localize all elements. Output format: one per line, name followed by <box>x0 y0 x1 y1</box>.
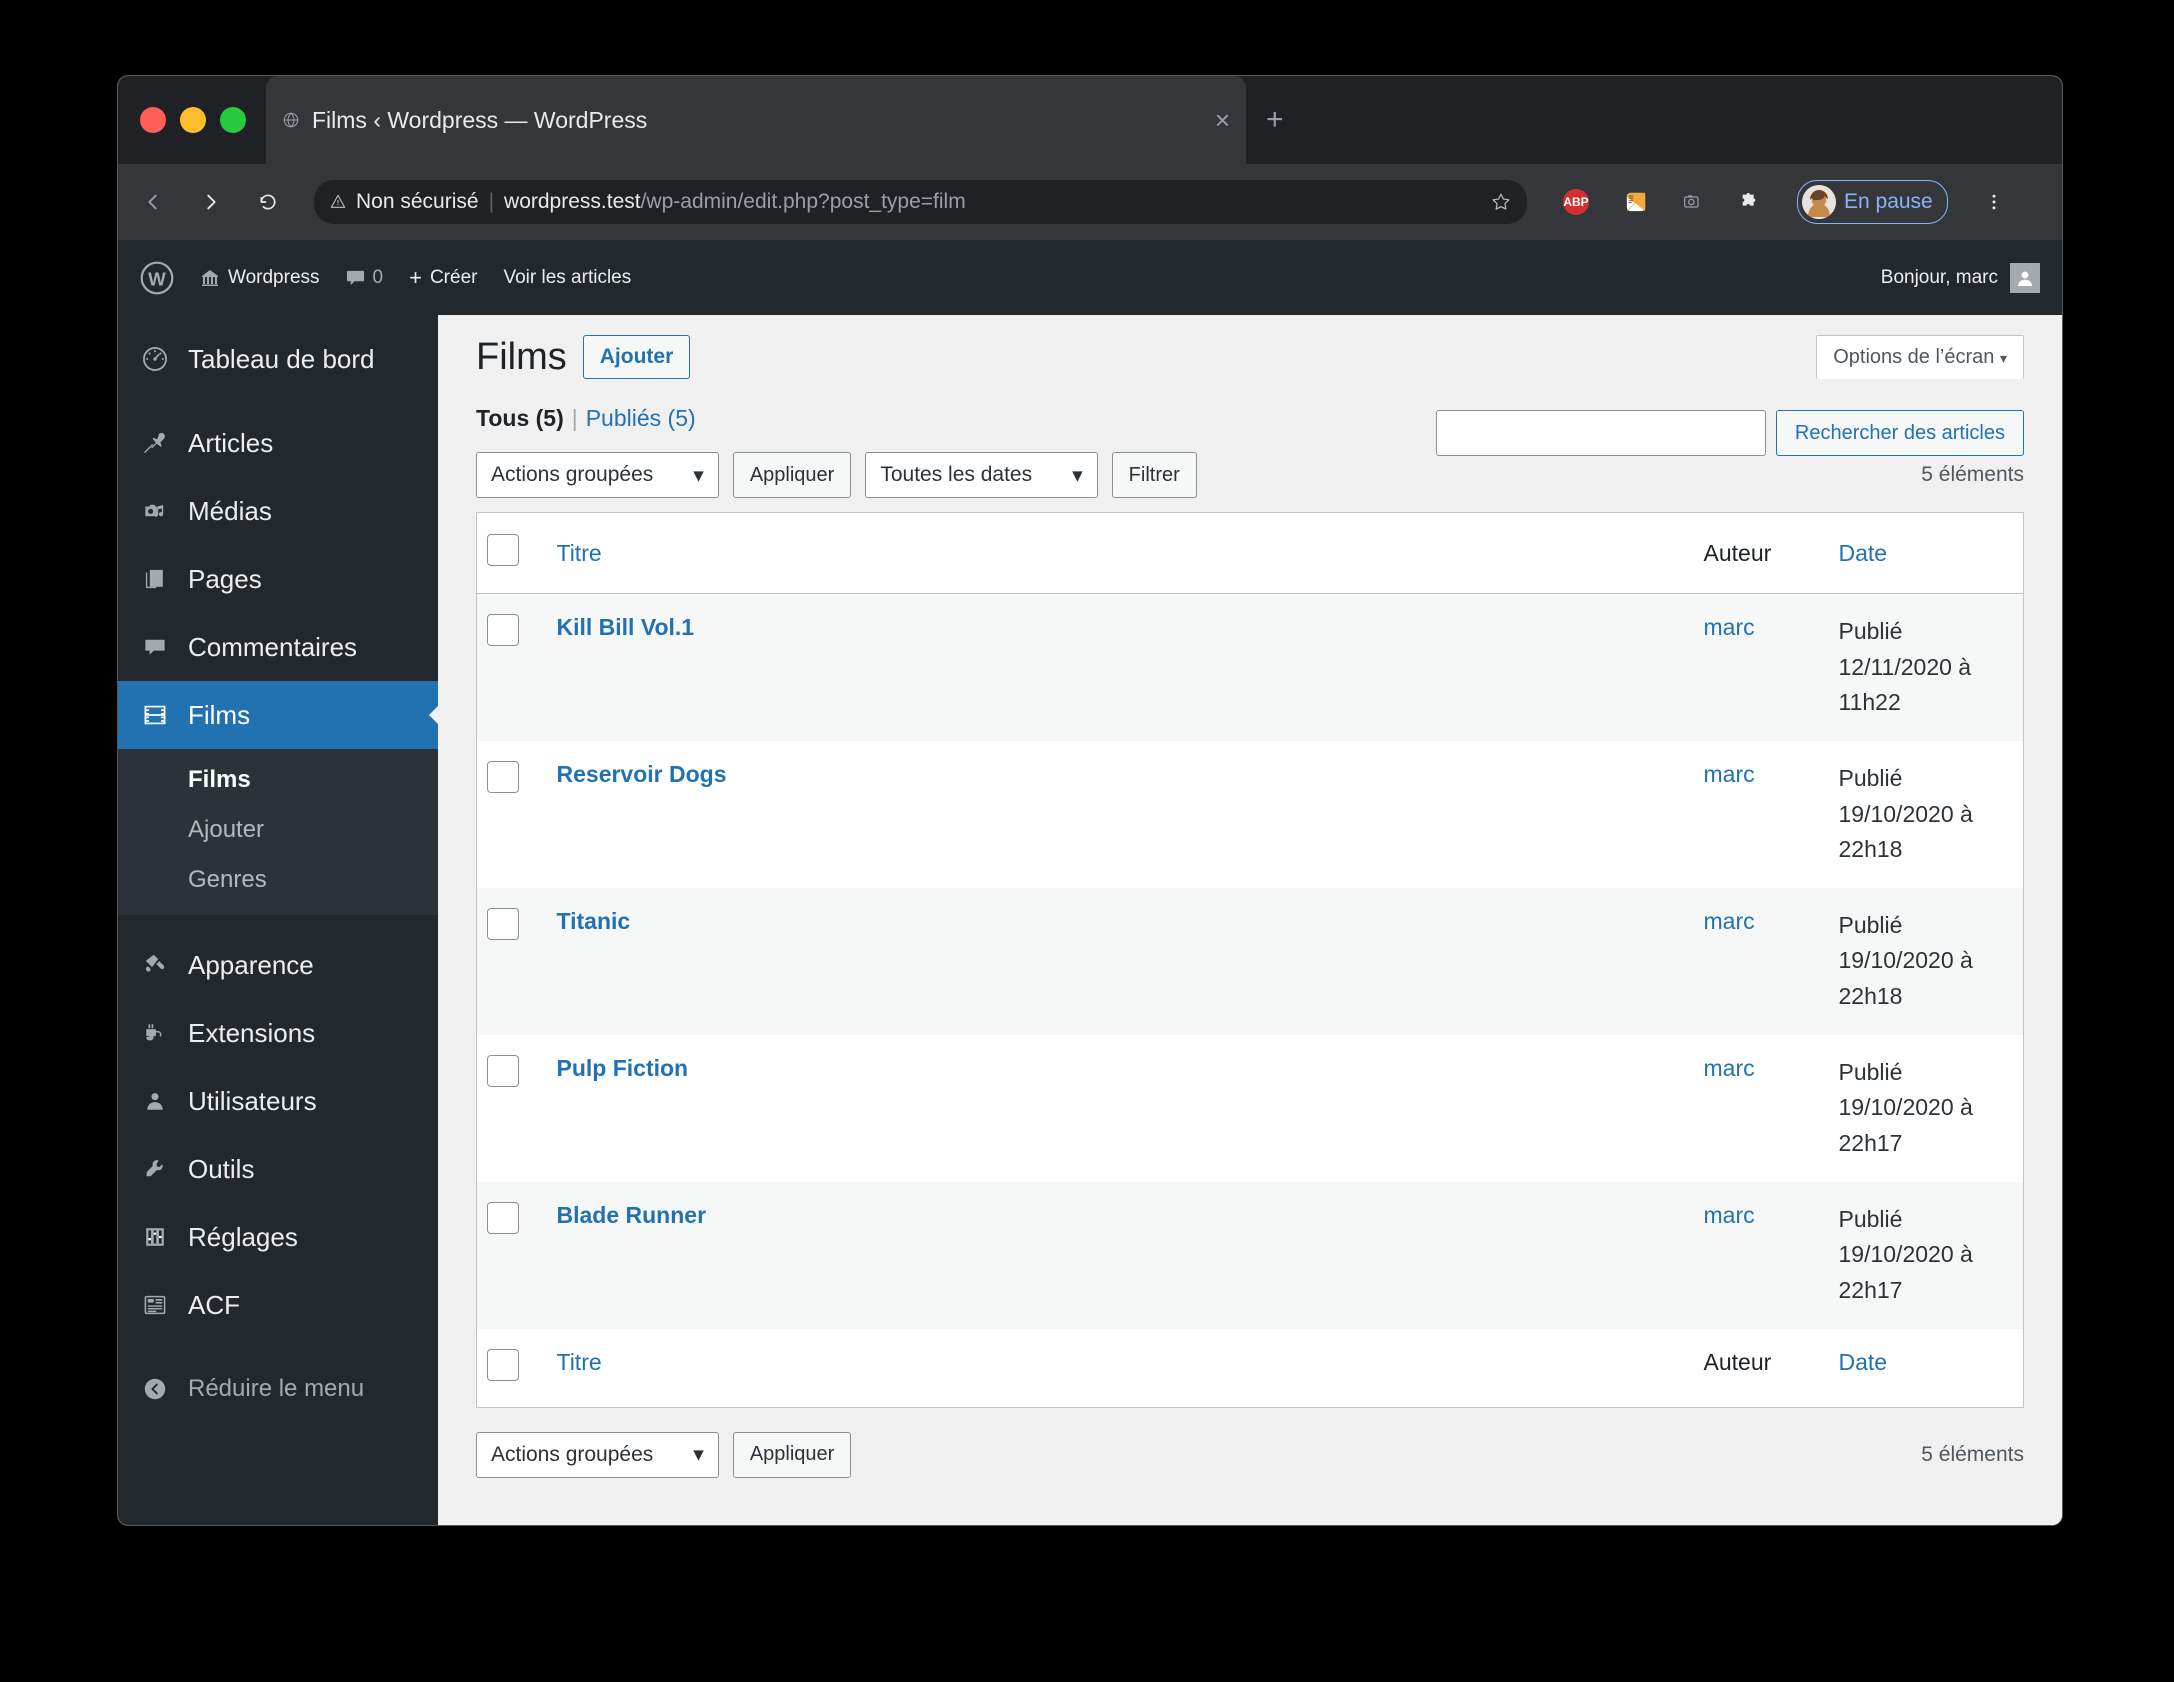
svg-text:W: W <box>148 268 166 289</box>
